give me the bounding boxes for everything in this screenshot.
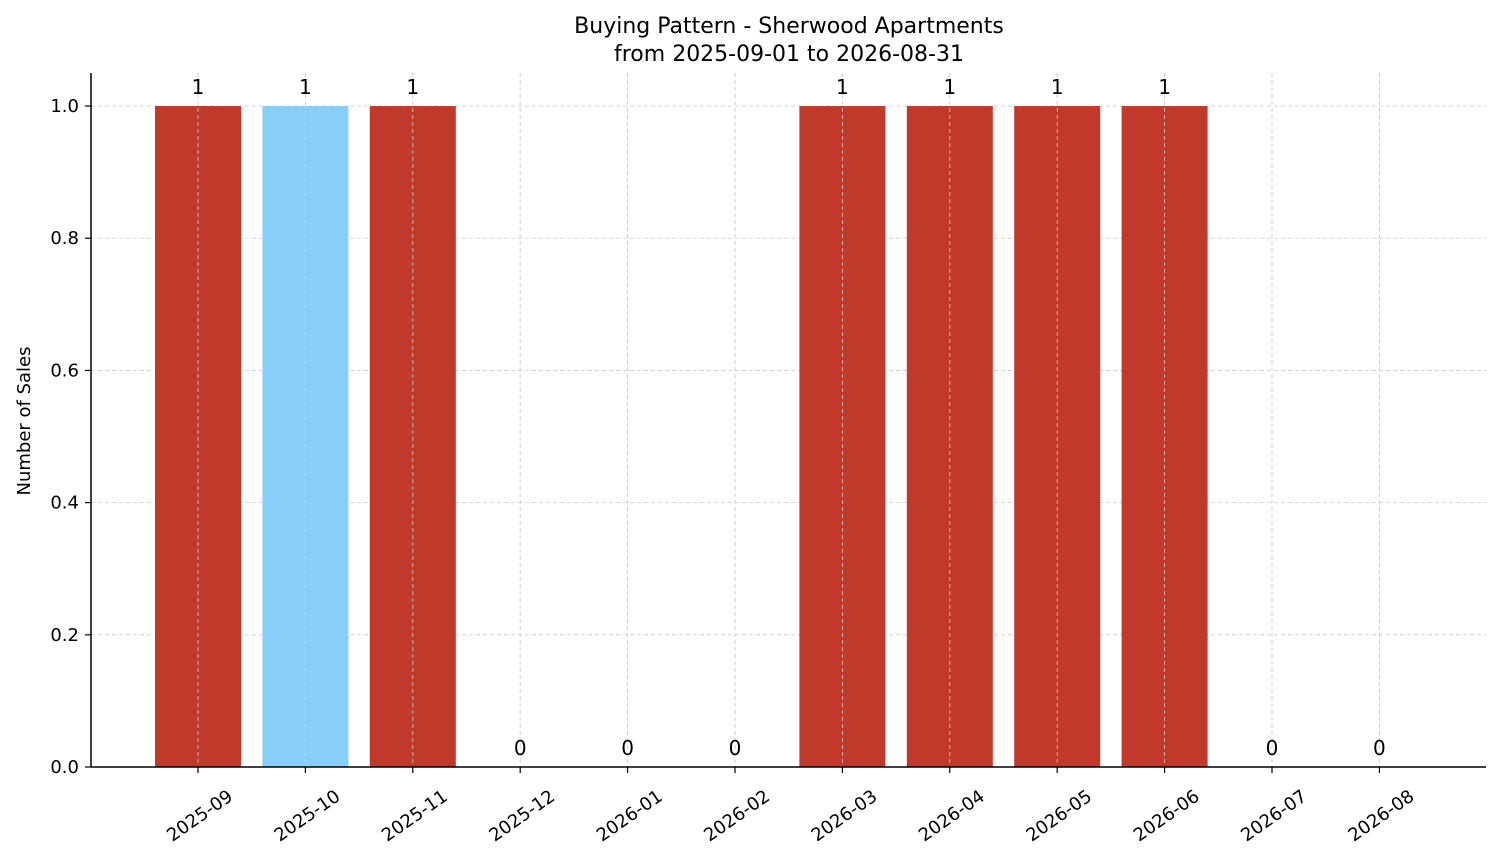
data-label: 0 xyxy=(1266,736,1279,760)
data-label: 0 xyxy=(514,736,527,760)
data-label: 1 xyxy=(192,75,205,99)
y-tick-label: 0.0 xyxy=(50,757,79,778)
data-label: 1 xyxy=(406,75,419,99)
bar-2025-11 xyxy=(369,106,456,768)
y-tick-label: 0.2 xyxy=(50,625,79,646)
data-label: 0 xyxy=(621,736,634,760)
y-tick-label: 0.8 xyxy=(50,228,79,249)
x-tick-label: 2025-10 xyxy=(271,786,345,846)
x-tick-label: 2026-01 xyxy=(593,786,667,846)
x-tick-label: 2026-08 xyxy=(1345,786,1419,846)
y-tick-label: 0.4 xyxy=(50,493,79,514)
x-tick-label: 2026-05 xyxy=(1022,786,1096,846)
x-tick-label: 2025-09 xyxy=(163,786,237,846)
bar-2026-05 xyxy=(1014,106,1101,768)
y-axis-label: Number of Sales xyxy=(14,346,35,495)
label-layer: 1 1 1 0 0 0 1 1 1 1 0 0 xyxy=(192,75,1386,760)
x-tick-label: 2026-02 xyxy=(700,786,774,846)
y-tick-label: 0.6 xyxy=(50,360,79,381)
x-tick-label: 2026-03 xyxy=(808,786,882,846)
data-label: 0 xyxy=(729,736,742,760)
y-tick-label: 1.0 xyxy=(50,96,79,117)
x-tick-label: 2025-11 xyxy=(378,786,452,846)
data-label: 1 xyxy=(1158,75,1171,99)
x-tick-label: 2025-12 xyxy=(485,786,559,846)
data-label: 1 xyxy=(299,75,312,99)
chart-subtitle: from 2025-09-01 to 2026-08-31 xyxy=(614,42,964,67)
bar-2025-10 xyxy=(262,106,349,768)
x-tick-label: 2026-06 xyxy=(1130,786,1204,846)
x-tick-label: 2026-07 xyxy=(1237,786,1311,846)
bar-2025-09 xyxy=(155,106,241,768)
bar-2026-06 xyxy=(1121,106,1208,768)
data-label: 1 xyxy=(1051,75,1064,99)
bar-2026-03 xyxy=(799,106,886,768)
data-label: 1 xyxy=(943,75,956,99)
bar-layer xyxy=(155,73,1380,768)
bar-2026-04 xyxy=(906,106,993,768)
x-tick-label: 2026-04 xyxy=(915,786,989,846)
data-label: 0 xyxy=(1373,736,1386,760)
data-label: 1 xyxy=(836,75,849,99)
chart-title: Buying Pattern - Sherwood Apartments xyxy=(574,14,1004,39)
